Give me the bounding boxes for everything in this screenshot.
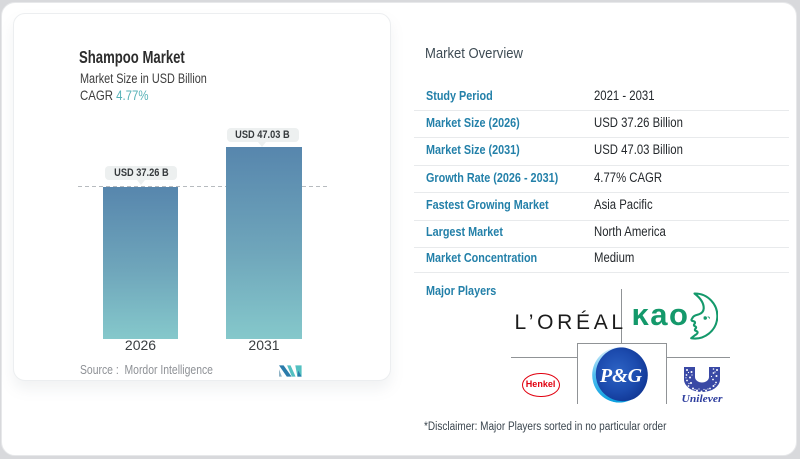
- svg-text:P&G: P&G: [599, 365, 643, 387]
- svg-text:Unilever: Unilever: [681, 394, 722, 405]
